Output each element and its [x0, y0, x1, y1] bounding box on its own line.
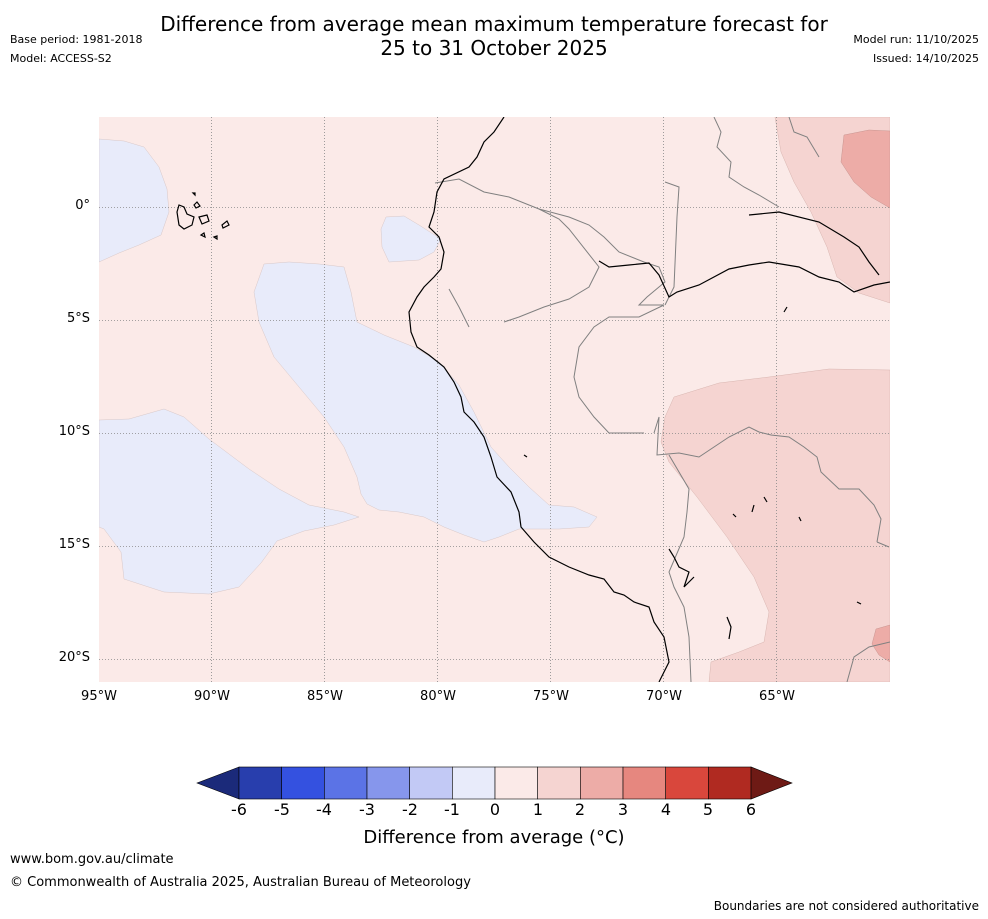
- lat-label-5s: 5°S: [66, 311, 90, 326]
- anomaly-neg1-to-0-region: [380, 215, 442, 263]
- lat-label-20s: 20°S: [58, 650, 90, 665]
- colorbar-tick-label: -3: [359, 800, 375, 819]
- lon-label-95w: 95°W: [81, 689, 117, 704]
- colorbar-tick-label: -6: [231, 800, 247, 819]
- colorbar-swatch: [452, 766, 496, 800]
- colorbar-tick-label: -5: [274, 800, 290, 819]
- colorbar-tick-label: -1: [444, 800, 460, 819]
- colorbar-tick-label: 1: [532, 800, 544, 819]
- colorbar-swatch: [409, 766, 453, 800]
- title-line-2: 25 to 31 October 2025: [380, 36, 608, 60]
- anomaly-neg1-to-0-region: [99, 138, 170, 263]
- colorbar-swatch: [665, 766, 709, 800]
- issued-label: Issued: 14/10/2025: [872, 52, 979, 65]
- colorbar-arrow-high: [750, 766, 793, 800]
- colorbar-swatch: [622, 766, 666, 800]
- colorbar-tick-label: 5: [702, 800, 714, 819]
- colorbar-title: Difference from average (°C): [363, 827, 625, 848]
- colorbar-arrow-low: [196, 766, 240, 800]
- colorbar-swatch: [324, 766, 368, 800]
- anomaly-2-to-3-region: [840, 129, 890, 209]
- colorbar-tick-label: -4: [316, 800, 332, 819]
- model-label: Model: ACCESS-S2: [10, 52, 112, 65]
- colorbar-swatch: [708, 766, 752, 800]
- colorbar: [196, 766, 793, 800]
- lon-label-75w: 75°W: [533, 689, 569, 704]
- lon-label-70w: 70°W: [646, 689, 682, 704]
- map-title: Difference from average mean maximum tem…: [0, 12, 988, 60]
- colorbar-tick-label: 6: [745, 800, 757, 819]
- colorbar-swatch: [238, 766, 282, 800]
- lon-label-90w: 90°W: [194, 689, 230, 704]
- colorbar-tick-label: 4: [660, 800, 672, 819]
- colorbar-swatch: [494, 766, 538, 800]
- colorbar-tick-label: 0: [489, 800, 501, 819]
- colorbar-swatch: [366, 766, 410, 800]
- footer-boundaries-note: Boundaries are not considered authoritat…: [713, 899, 979, 913]
- base-period-label: Base period: 1981-2018: [10, 33, 143, 46]
- lon-label-65w: 65°W: [759, 689, 795, 704]
- galapagos-islands: [176, 192, 230, 241]
- model-run-label: Model run: 11/10/2025: [853, 33, 979, 46]
- anomaly-1-to-2-region: [660, 368, 890, 682]
- country-borders: [434, 117, 890, 682]
- colorbar-tick-label: -2: [402, 800, 418, 819]
- anomaly-2-to-3-region: [871, 624, 890, 663]
- map-gridlines: [99, 117, 890, 682]
- title-line-1: Difference from average mean maximum tem…: [160, 12, 828, 36]
- coastline: [408, 117, 890, 682]
- colorbar-swatch: [281, 766, 325, 800]
- lat-label-0: 0°: [75, 198, 90, 213]
- colorbar-tick-label: 2: [574, 800, 586, 819]
- colorbar-swatch: [537, 766, 581, 800]
- footer-url: www.bom.gov.au/climate: [10, 852, 174, 867]
- footer-copyright: © Commonwealth of Australia 2025, Austra…: [10, 875, 471, 890]
- colorbar-tick-label: 3: [617, 800, 629, 819]
- forecast-map: [99, 117, 890, 682]
- anomaly-neg1-to-0-region: [99, 408, 360, 595]
- anomaly-neg1-to-0-region: [253, 261, 598, 543]
- colorbar-swatch: [580, 766, 624, 800]
- lon-label-80w: 80°W: [420, 689, 456, 704]
- lat-label-15s: 15°S: [58, 537, 90, 552]
- lat-label-10s: 10°S: [58, 424, 90, 439]
- lon-label-85w: 85°W: [307, 689, 343, 704]
